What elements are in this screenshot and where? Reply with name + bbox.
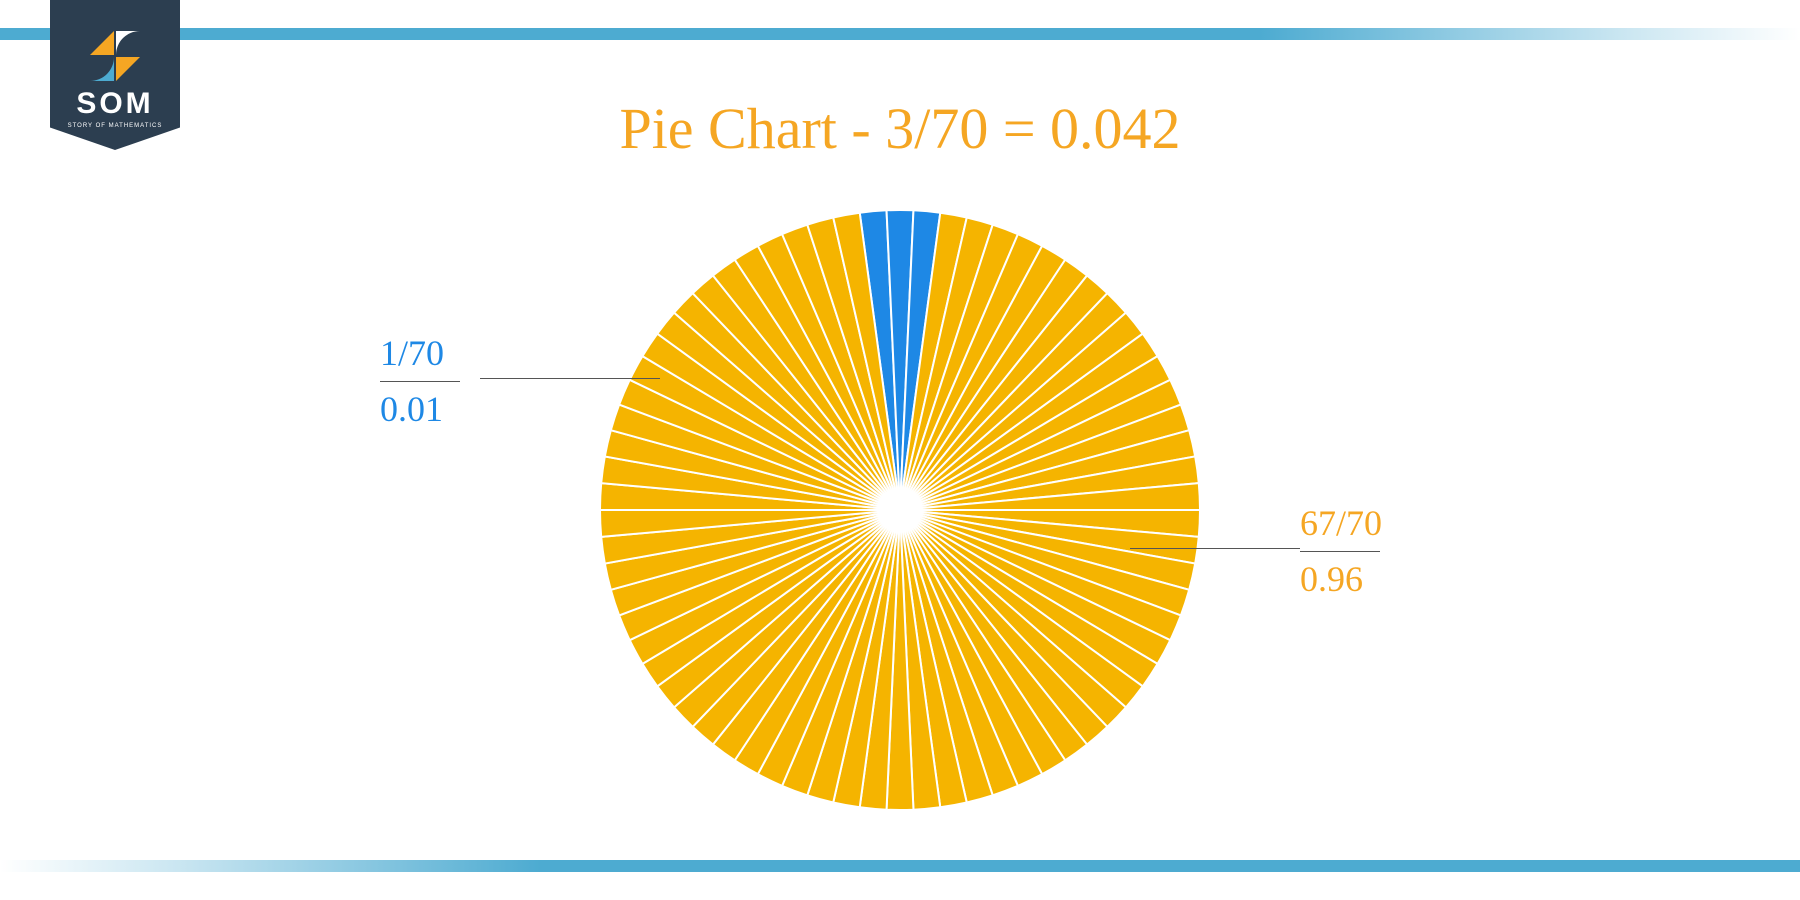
- top-accent-bar: [0, 28, 1800, 40]
- pie-chart: [0, 200, 1800, 820]
- chart-title: Pie Chart - 3/70 = 0.042: [0, 95, 1800, 162]
- pie-center-glow: [860, 470, 940, 550]
- slice-label-right-fraction: 67/70: [1300, 500, 1382, 547]
- leader-line-right: [1130, 548, 1300, 549]
- slice-label-left-decimal: 0.01: [380, 386, 460, 433]
- slice-label-left: 1/70 0.01: [380, 330, 460, 433]
- slice-label-right-separator: [1300, 551, 1380, 552]
- logo-mark-icon: [90, 31, 140, 81]
- slice-label-left-separator: [380, 381, 460, 382]
- bottom-accent-bar: [0, 860, 1800, 872]
- leader-line-left: [480, 378, 660, 379]
- slice-label-left-fraction: 1/70: [380, 330, 460, 377]
- slice-label-right: 67/70 0.96: [1300, 500, 1382, 603]
- slice-label-right-decimal: 0.96: [1300, 556, 1382, 603]
